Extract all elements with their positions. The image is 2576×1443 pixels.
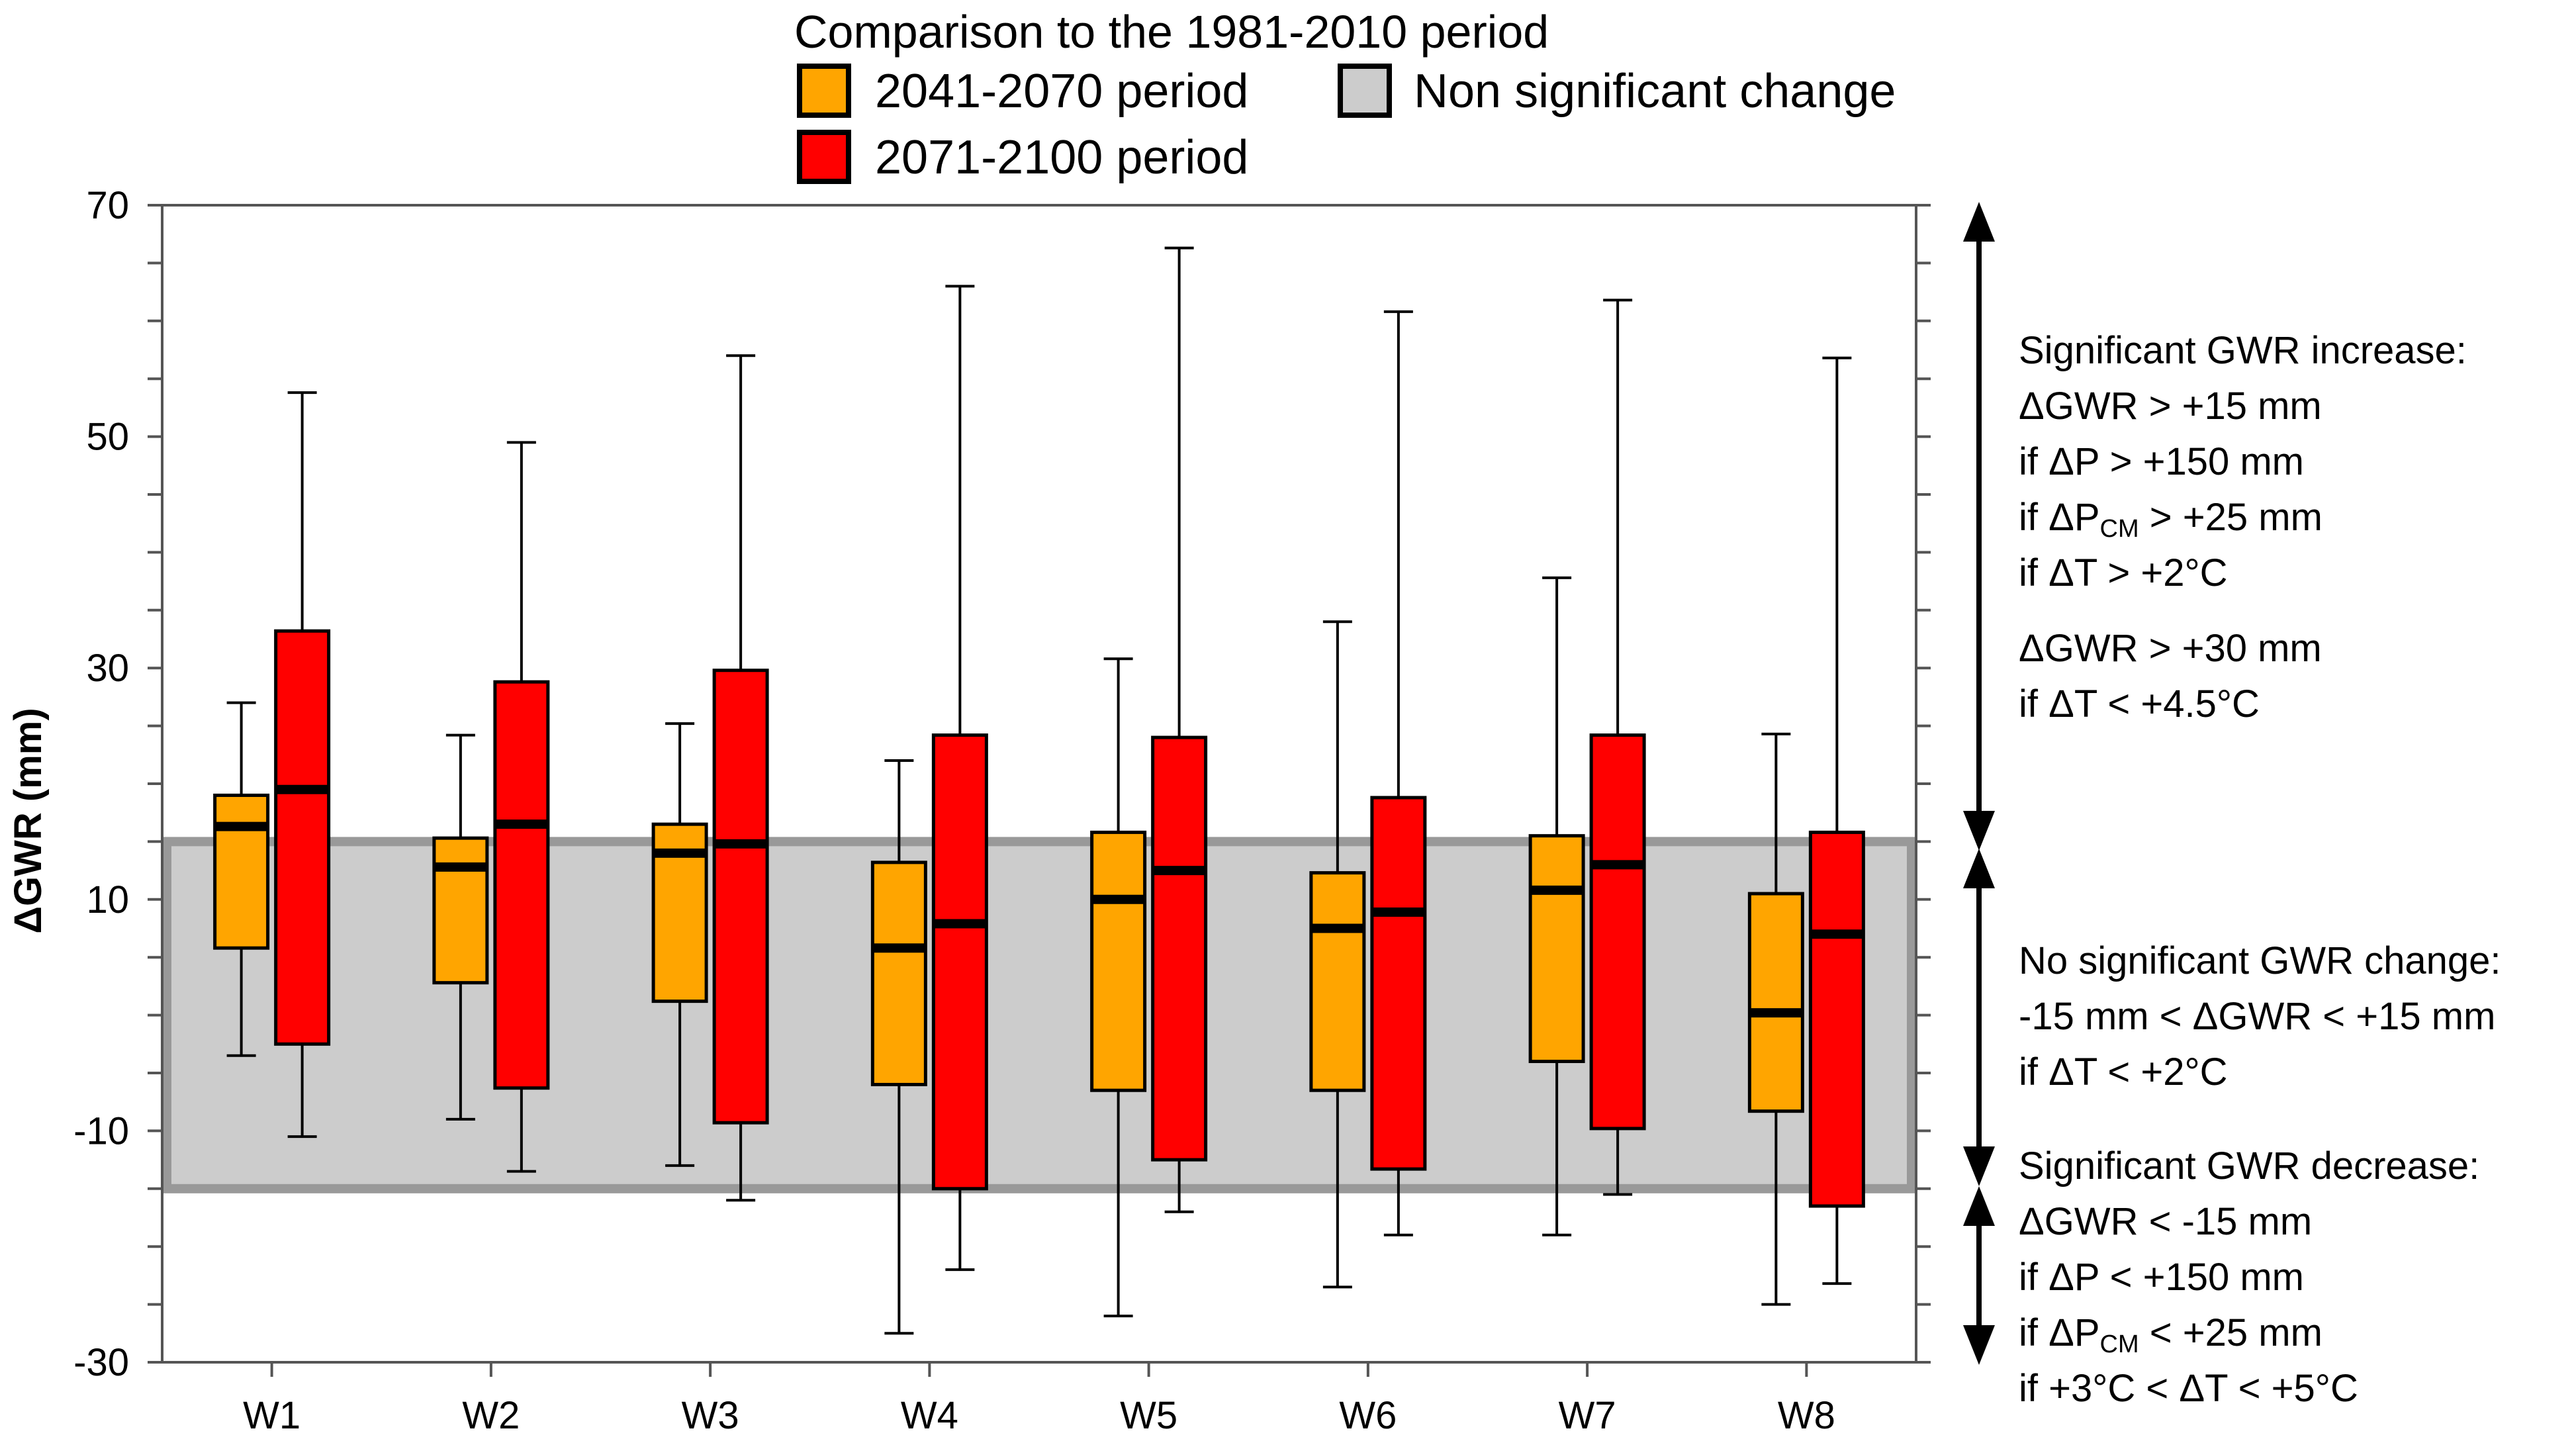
y-axis-label: ΔGWR (mm) bbox=[7, 708, 50, 933]
x-axis-labels: W1 W2 W3 W4 W5 W6 W7 W8 bbox=[243, 1362, 1835, 1437]
box-iqr bbox=[1747, 892, 1804, 1113]
y-axis-ticks: -30 -10 10 30 50 70 bbox=[73, 184, 1931, 1384]
box-iqr bbox=[1090, 830, 1147, 1092]
y-tick-label: 70 bbox=[86, 184, 129, 227]
box-iqr bbox=[1151, 735, 1208, 1162]
legend-swatch-2041-2070 bbox=[797, 64, 851, 118]
legend-label-2071-2100: 2071-2100 period bbox=[875, 131, 1248, 184]
decrease-line4: if +3°C < ΔT < +5°C bbox=[2019, 1367, 2358, 1410]
box-W1-2041-2070 bbox=[213, 701, 270, 1057]
x-tick-label: W8 bbox=[1778, 1394, 1835, 1437]
box-W1-2071-2100 bbox=[274, 391, 331, 1139]
legend-label-non-significant: Non significant change bbox=[1414, 65, 1896, 118]
decrease-line3-sub: CM bbox=[2099, 1330, 2139, 1358]
nochange-heading: No significant GWR change: bbox=[2019, 939, 2501, 982]
x-tick-label: W4 bbox=[901, 1394, 958, 1437]
increase-heading: Significant GWR increase: bbox=[2019, 329, 2467, 372]
box-W2-2071-2100 bbox=[493, 441, 550, 1173]
increase-arrow-head-down bbox=[1963, 811, 1995, 851]
y-tick-label: -10 bbox=[73, 1109, 129, 1152]
box-W5-2041-2070 bbox=[1090, 657, 1147, 1318]
box-W2-2041-2070 bbox=[432, 733, 489, 1121]
y-tick-label: 10 bbox=[86, 878, 129, 921]
annotation-arrows bbox=[1963, 202, 1995, 1365]
increase-line5: ΔGWR > +30 mm bbox=[2019, 627, 2322, 670]
box-iqr bbox=[870, 861, 927, 1086]
box-iqr bbox=[432, 836, 489, 985]
increase-line2: if ΔP > +150 mm bbox=[2019, 440, 2304, 483]
box-iqr bbox=[712, 669, 769, 1125]
box-iqr bbox=[1808, 830, 1865, 1208]
x-tick-label: W2 bbox=[462, 1394, 520, 1437]
decrease-arrow-head-down bbox=[1963, 1325, 1995, 1365]
decrease-line2: if ΔP < +150 mm bbox=[2019, 1256, 2304, 1299]
box-W4-2041-2070 bbox=[870, 759, 927, 1335]
box-iqr bbox=[1589, 733, 1646, 1131]
box-iqr bbox=[493, 680, 550, 1090]
box-iqr bbox=[213, 793, 270, 950]
increase-line6: if ΔT < +4.5°C bbox=[2019, 682, 2260, 725]
legend-swatch-non-significant bbox=[1338, 64, 1392, 118]
box-W6-2071-2100 bbox=[1370, 310, 1427, 1236]
box-W3-2041-2070 bbox=[651, 722, 708, 1167]
decrease-line3: if ΔPCM < +25 mm bbox=[2019, 1305, 2479, 1361]
nochange-arrow-head-down bbox=[1963, 1146, 1995, 1186]
increase-line3-post: > +25 mm bbox=[2139, 496, 2323, 539]
box-W4-2071-2100 bbox=[931, 285, 988, 1272]
box-iqr bbox=[1309, 871, 1366, 1092]
box-W3-2071-2100 bbox=[712, 354, 769, 1202]
x-tick-label: W1 bbox=[243, 1394, 300, 1437]
box-W7-2071-2100 bbox=[1589, 299, 1646, 1196]
legend-label-2041-2070: 2041-2070 period bbox=[875, 65, 1248, 118]
increase-annotation: Significant GWR increase: ΔGWR > +15 mm … bbox=[2019, 323, 2467, 732]
nochange-annotation: No significant GWR change: -15 mm < ΔGWR… bbox=[2019, 933, 2501, 1100]
box-W7-2041-2070 bbox=[1528, 576, 1585, 1236]
box-W8-2071-2100 bbox=[1808, 356, 1865, 1285]
box-iqr bbox=[1528, 834, 1585, 1064]
increase-line4: if ΔT > +2°C bbox=[2019, 551, 2228, 594]
increase-line3-pre: if ΔP bbox=[2019, 496, 2100, 539]
decrease-line1: ΔGWR < -15 mm bbox=[2019, 1200, 2313, 1243]
legend-swatch-2071-2100 bbox=[797, 130, 851, 184]
box-W8-2041-2070 bbox=[1747, 732, 1804, 1306]
decrease-line3-post: < +25 mm bbox=[2139, 1311, 2323, 1354]
box-iqr bbox=[274, 629, 331, 1046]
x-tick-label: W7 bbox=[1559, 1394, 1616, 1437]
box-iqr bbox=[931, 733, 988, 1191]
nochange-arrow-head-up bbox=[1963, 849, 1995, 888]
increase-line1: ΔGWR > +15 mm bbox=[2019, 385, 2322, 428]
x-tick-label: W5 bbox=[1120, 1394, 1177, 1437]
decrease-line3-pre: if ΔP bbox=[2019, 1311, 2100, 1354]
y-tick-label: 50 bbox=[86, 416, 129, 459]
decrease-annotation: Significant GWR decrease: ΔGWR < -15 mm … bbox=[2019, 1139, 2479, 1417]
x-tick-label: W6 bbox=[1339, 1394, 1397, 1437]
box-W6-2041-2070 bbox=[1309, 620, 1366, 1289]
chart-title: Comparison to the 1981-2010 period bbox=[794, 6, 1549, 58]
box-series bbox=[213, 246, 1865, 1335]
nochange-line2: if ΔT < +2°C bbox=[2019, 1050, 2228, 1094]
box-iqr bbox=[1370, 796, 1427, 1171]
y-tick-label: 30 bbox=[86, 647, 129, 690]
increase-line3-sub: CM bbox=[2099, 515, 2139, 543]
legend: Comparison to the 1981-2010 period 2041-… bbox=[794, 6, 1896, 184]
x-tick-label: W3 bbox=[682, 1394, 739, 1437]
increase-arrow-head-up bbox=[1963, 202, 1995, 242]
y-tick-label: -30 bbox=[73, 1341, 129, 1384]
box-W5-2071-2100 bbox=[1151, 246, 1208, 1213]
decrease-arrow-head-up bbox=[1963, 1186, 1995, 1226]
nochange-line1: -15 mm < ΔGWR < +15 mm bbox=[2019, 995, 2496, 1038]
non-significant-band bbox=[162, 837, 1916, 1193]
increase-line3: if ΔPCM > +25 mm bbox=[2019, 490, 2467, 545]
decrease-heading: Significant GWR decrease: bbox=[2019, 1144, 2480, 1187]
